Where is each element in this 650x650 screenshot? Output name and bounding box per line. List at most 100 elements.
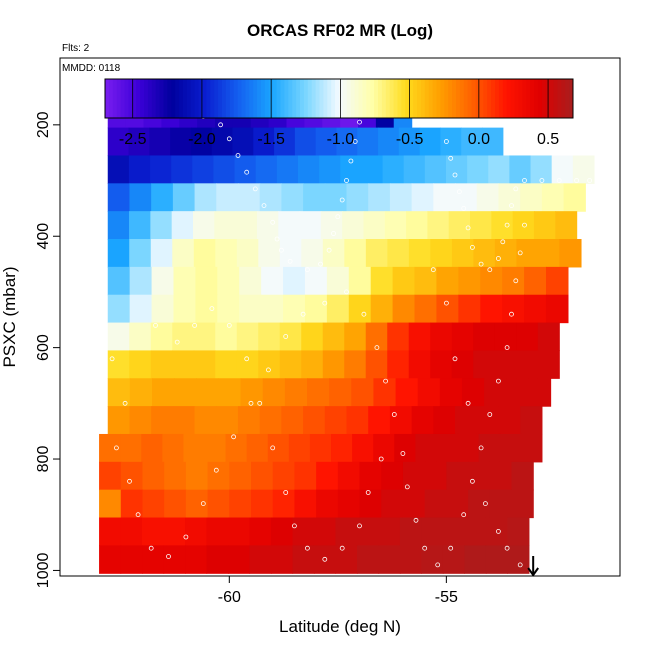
heatmap-cell bbox=[489, 461, 513, 491]
heatmap-cell bbox=[451, 239, 474, 268]
heatmap-cell bbox=[215, 350, 238, 379]
track-point bbox=[443, 139, 449, 144]
track-point bbox=[218, 122, 224, 128]
heatmap-cell bbox=[142, 545, 165, 574]
heatmap-cell bbox=[258, 350, 281, 379]
track-point bbox=[452, 172, 458, 178]
track-point bbox=[270, 445, 276, 451]
track-point bbox=[114, 445, 119, 451]
heatmap-cell bbox=[326, 266, 350, 296]
colorbar-segment bbox=[342, 79, 348, 118]
heatmap-cell bbox=[270, 545, 294, 574]
heatmap-cell bbox=[524, 294, 547, 324]
heatmap-cell bbox=[402, 489, 426, 519]
heatmap-cell bbox=[389, 406, 413, 435]
colorbar-segment bbox=[288, 79, 293, 118]
heatmap-cell bbox=[424, 155, 447, 184]
heatmap-cell bbox=[480, 266, 503, 296]
track-point bbox=[500, 239, 506, 245]
colorbar-segment bbox=[510, 79, 515, 118]
track-point bbox=[435, 562, 441, 568]
heatmap-cell bbox=[520, 183, 543, 212]
colorbar-segment bbox=[381, 79, 387, 118]
heatmap-cell bbox=[142, 461, 165, 491]
track-point bbox=[318, 261, 323, 267]
track-point bbox=[339, 545, 345, 551]
heatmap-cell bbox=[507, 545, 530, 574]
heatmap-cell bbox=[491, 211, 514, 240]
track-point bbox=[361, 311, 367, 317]
heatmap-cell bbox=[99, 517, 122, 546]
heatmap-cell bbox=[415, 433, 438, 463]
colorbar: -2.5 -2.0 -1.5 -1.0 -0.5 0.0 0.5 bbox=[104, 78, 574, 148]
heatmap-cell bbox=[335, 545, 358, 574]
heatmap-cell bbox=[211, 127, 234, 157]
heatmap-cell bbox=[172, 183, 196, 212]
heatmap-cell bbox=[258, 322, 281, 352]
colorbar-segment bbox=[393, 79, 398, 118]
colorbar-segment bbox=[569, 79, 574, 118]
track-point bbox=[231, 434, 237, 440]
heatmap-cell bbox=[99, 545, 122, 574]
colorbar-segment bbox=[300, 79, 305, 118]
heatmap-cell bbox=[430, 322, 453, 352]
heatmap-cell bbox=[494, 322, 517, 352]
heatmap-cell bbox=[394, 433, 416, 463]
heatmap-cell bbox=[533, 211, 556, 240]
heatmap-cell bbox=[195, 294, 218, 324]
heatmap-cell bbox=[494, 350, 517, 379]
heatmap-cell bbox=[120, 461, 144, 491]
colorbar-segment bbox=[257, 79, 262, 118]
heatmap-cell bbox=[150, 155, 172, 184]
heatmap-cell bbox=[107, 378, 131, 407]
heatmap-cell bbox=[151, 294, 175, 324]
heatmap-cell bbox=[129, 183, 152, 212]
heatmap-cell bbox=[433, 183, 456, 212]
heatmap-cell bbox=[259, 183, 282, 212]
heatmap-cell bbox=[373, 378, 397, 407]
track-point bbox=[304, 267, 310, 273]
colorbar-segment bbox=[459, 79, 465, 118]
heatmap-cell bbox=[261, 266, 284, 296]
track-point bbox=[326, 247, 332, 253]
heatmap-cell bbox=[344, 239, 367, 268]
colorbar-segment bbox=[307, 79, 313, 118]
heatmap-cell bbox=[359, 461, 382, 491]
heatmap-cell bbox=[279, 239, 302, 268]
heatmap-cell bbox=[516, 350, 539, 379]
colorbar-segment bbox=[179, 79, 184, 118]
heatmap-cell bbox=[173, 294, 196, 324]
heatmap-cell bbox=[473, 239, 496, 268]
colorbar-segment bbox=[183, 79, 188, 118]
heatmap-cell bbox=[537, 322, 560, 352]
heatmap-cell bbox=[194, 183, 217, 212]
track-point bbox=[539, 178, 545, 183]
heatmap-cell bbox=[433, 406, 456, 435]
heatmap-cell bbox=[120, 545, 143, 574]
heatmap-cell bbox=[185, 461, 209, 491]
heatmap-cell bbox=[307, 378, 330, 407]
heatmap-cell bbox=[120, 517, 143, 546]
colorbar-segment bbox=[557, 79, 562, 118]
track-point bbox=[127, 478, 132, 484]
colorbar-segment bbox=[159, 79, 164, 118]
heatmap-cell bbox=[171, 155, 193, 184]
heatmap-cell bbox=[303, 183, 326, 212]
heatmap-cell bbox=[346, 406, 369, 435]
heatmap-cell bbox=[464, 517, 487, 546]
heatmap-cells bbox=[99, 99, 595, 574]
heatmap-cell bbox=[107, 127, 130, 157]
colorbar-segment bbox=[186, 79, 192, 118]
heatmap-cell bbox=[128, 127, 150, 157]
heatmap-cell bbox=[485, 545, 508, 574]
colorbar-segment bbox=[339, 79, 344, 118]
track-point bbox=[495, 378, 501, 384]
heatmap-cell bbox=[262, 378, 286, 407]
heatmap-cell bbox=[461, 127, 483, 157]
heatmap-cell bbox=[239, 266, 262, 296]
heatmap-cell bbox=[470, 211, 492, 240]
track-point bbox=[478, 261, 484, 267]
heatmap-cell bbox=[304, 266, 328, 296]
track-point bbox=[122, 400, 128, 406]
heatmap-cell bbox=[398, 127, 421, 157]
